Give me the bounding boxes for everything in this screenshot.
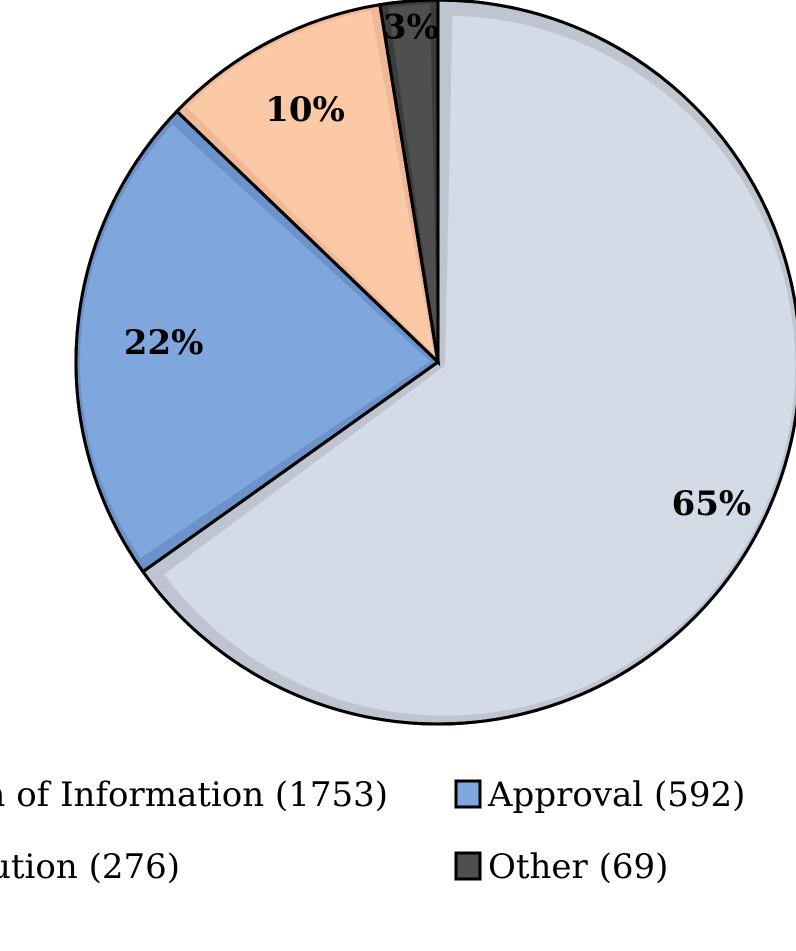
legend-swatch-other xyxy=(454,851,482,881)
pie-slice-other-outline xyxy=(378,0,440,363)
pie-slice-solution-fill xyxy=(186,10,435,355)
legend: Provision of Information (1753) Approval… xyxy=(0,775,745,887)
legend-label-other: Other (69) xyxy=(488,847,668,887)
pie-slice-other-fill xyxy=(388,4,438,355)
legend-item-solution: Solution (276) xyxy=(0,847,180,887)
pie-slice-solution-outline xyxy=(174,2,441,367)
pie-slice-provision-of-information-outline xyxy=(140,0,796,726)
legend-label-solution: Solution (276) xyxy=(0,847,180,887)
legend-label-provision-of-information: Provision of Information (1753) xyxy=(0,775,388,815)
pie-slices xyxy=(74,0,796,726)
legend-label-approval: Approval (592) xyxy=(487,775,745,815)
pie-slice-approval-fill xyxy=(80,124,431,559)
pie-label-approval: 22% xyxy=(124,323,204,363)
pie-label-provision-of-information: 65% xyxy=(672,484,752,524)
pie-slice-provision-of-information-fill xyxy=(164,15,796,716)
legend-swatch-approval xyxy=(454,779,482,809)
pie-slice-approval-outline xyxy=(74,109,441,574)
pie-data-labels: 65% 22% 10% 3% xyxy=(124,7,751,524)
pie-label-solution: 10% xyxy=(265,90,345,130)
legend-item-provision-of-information: Provision of Information (1753) xyxy=(0,775,388,815)
pie-label-other: 3% xyxy=(383,7,439,47)
legend-item-other: Other (69) xyxy=(454,847,668,887)
legend-item-approval: Approval (592) xyxy=(454,775,745,815)
